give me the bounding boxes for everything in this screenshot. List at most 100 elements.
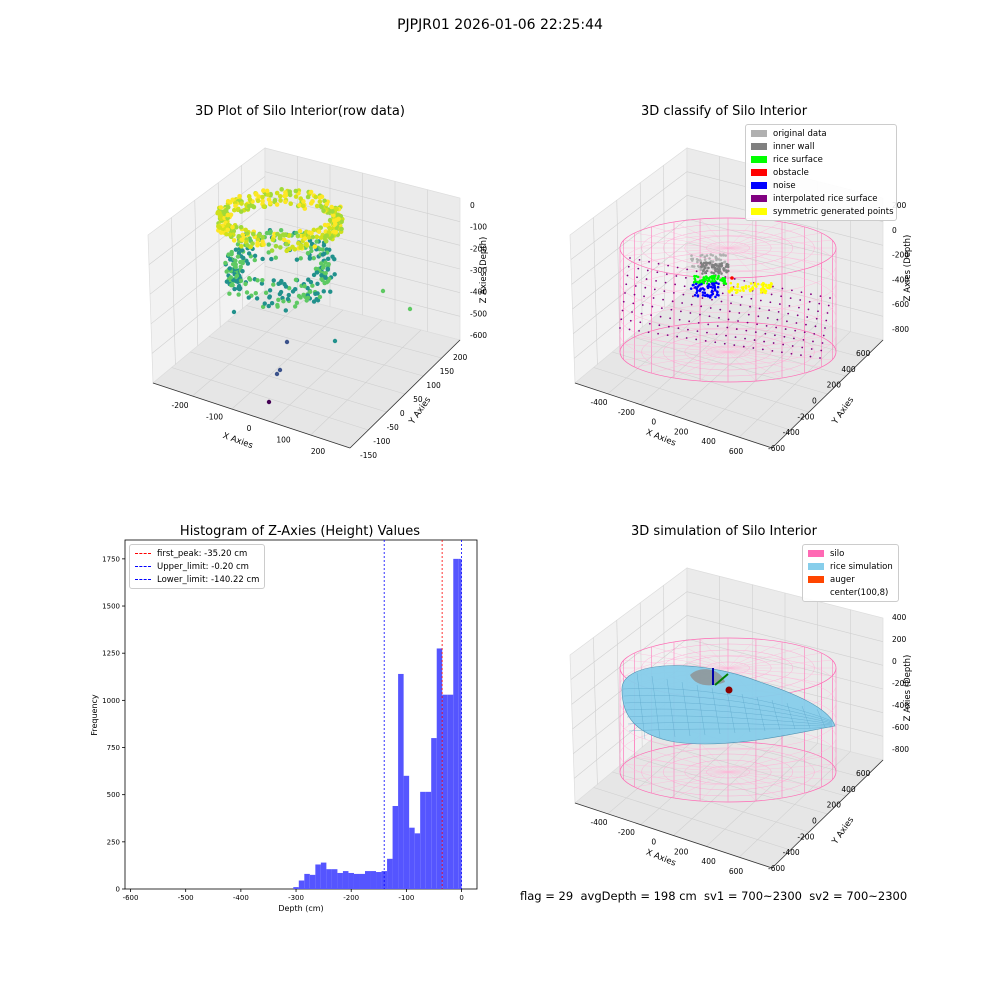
interpolated-point	[697, 321, 700, 324]
data-point	[240, 232, 246, 238]
data-point	[238, 264, 243, 269]
outlier-point	[231, 309, 237, 315]
x-tick-label: 600	[729, 867, 744, 876]
histogram-chart: -600 -500 -400 -300 -200 -100 0 0 250 500 750 1000…	[90, 539, 478, 913]
histogram-bar	[436, 648, 443, 889]
silo-spoke	[623, 771, 729, 780]
data-point	[327, 217, 333, 223]
data-point	[322, 222, 328, 228]
interpolated-point	[719, 308, 722, 311]
interpolated-point	[758, 307, 761, 310]
data-point	[260, 235, 265, 240]
y-tick-label: -400	[783, 848, 800, 857]
classified-point	[713, 286, 717, 289]
grid-line	[572, 218, 688, 310]
interpolated-point	[704, 339, 707, 342]
data-point	[330, 209, 335, 214]
data-point	[326, 276, 332, 282]
data-point	[309, 248, 314, 254]
data-point	[278, 280, 283, 286]
data-point	[321, 208, 326, 214]
classified-point	[691, 283, 695, 287]
legend-item-rice-surface: rice surface	[751, 153, 891, 166]
interpolated-point	[752, 347, 755, 349]
silo-spoke	[727, 750, 805, 773]
interpolated-point	[701, 297, 704, 299]
classified-point	[714, 268, 717, 272]
classified-point	[716, 285, 720, 289]
interpolated-point	[743, 279, 746, 282]
classified-point	[723, 260, 727, 264]
data-point	[238, 224, 244, 230]
classified-point	[736, 283, 740, 286]
data-point	[256, 233, 261, 238]
legend-swatch	[751, 208, 767, 215]
interpolated-point	[793, 337, 795, 340]
grid-line	[171, 217, 176, 365]
data-point	[218, 205, 224, 210]
classified-point	[717, 274, 720, 278]
legend-item-upper-limit: Upper_limit: -0.20 cm	[135, 560, 259, 573]
data-point	[253, 291, 259, 296]
data-point	[247, 277, 253, 282]
data-point	[251, 204, 257, 210]
interpolated-point	[754, 331, 757, 334]
x-tick-label: -400	[590, 398, 607, 407]
data-point	[266, 242, 271, 247]
classified-point	[699, 268, 703, 271]
interpolated-point	[640, 312, 643, 315]
panel3-title: Histogram of Z-Axies (Height) Values	[179, 524, 421, 539]
data-point	[284, 241, 289, 247]
classified-point	[707, 266, 710, 270]
surface-mesh-line	[636, 672, 646, 740]
z-tick-label: -200	[892, 251, 909, 260]
panel1-xlabel: X Axies	[221, 431, 254, 451]
interpolated-point	[671, 300, 674, 303]
y-tick-label: 1500	[102, 603, 120, 611]
data-point	[278, 227, 284, 233]
x-tick-label: 0	[247, 424, 252, 433]
silo-spoke	[699, 638, 729, 669]
classified-point	[734, 291, 738, 295]
data-point	[263, 290, 269, 296]
z-tick-label: 200	[892, 201, 907, 210]
silo-spoke	[634, 652, 729, 669]
z-tick-label: -400	[470, 288, 487, 297]
classified-point	[706, 261, 710, 265]
silo-spoke	[727, 351, 805, 374]
interpolated-point	[707, 323, 710, 326]
x-tick-label: 600	[729, 447, 744, 456]
data-point	[226, 222, 231, 228]
interpolated-point	[808, 300, 811, 303]
classified-point	[704, 275, 708, 278]
classified-point	[717, 282, 720, 286]
data-point	[230, 262, 236, 267]
data-point	[233, 203, 238, 209]
y-tick-label: 0	[812, 817, 817, 826]
classified-point	[716, 267, 719, 271]
silo-spoke	[727, 247, 783, 275]
interpolated-point	[783, 335, 786, 338]
classified-point	[756, 282, 760, 286]
histogram-bar	[409, 827, 415, 889]
interpolated-point	[821, 342, 824, 344]
data-point	[323, 233, 328, 239]
interpolated-point	[817, 310, 819, 313]
data-point	[332, 257, 337, 262]
interpolated-point	[805, 323, 807, 326]
classified-point	[706, 284, 710, 288]
z-tick-label: -800	[892, 745, 909, 754]
interpolated-point	[747, 313, 750, 316]
classified-point	[691, 257, 695, 261]
histogram-bar	[376, 872, 382, 889]
data-point	[297, 202, 302, 208]
silo-spoke	[727, 667, 805, 690]
data-point	[281, 237, 287, 243]
interpolated-point	[648, 260, 650, 263]
data-point	[275, 302, 280, 308]
data-point	[313, 194, 319, 200]
legend-item-first-peak: first_peak: -35.20 cm	[135, 547, 259, 560]
legend-item-lower-limit: Lower_limit: -140.22 cm	[135, 573, 259, 586]
interpolated-point	[803, 331, 806, 334]
z-tick-label: -100	[470, 223, 487, 232]
